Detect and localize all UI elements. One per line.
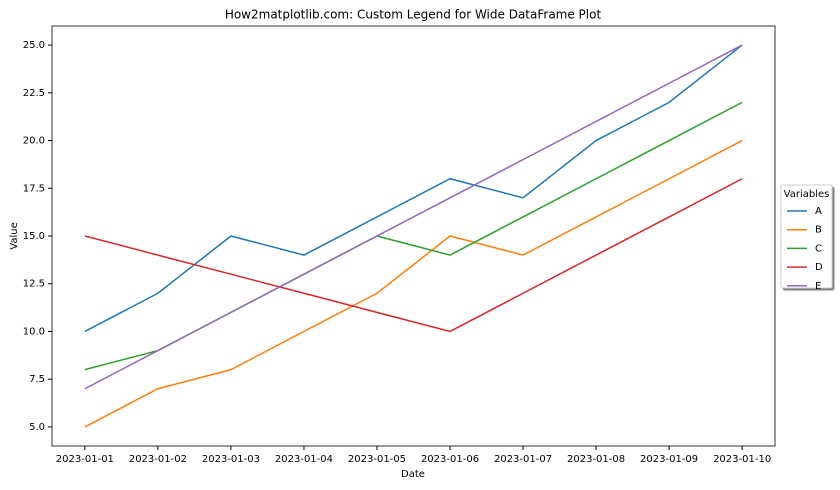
x-tick-label: 2023-01-01: [56, 454, 114, 465]
x-axis-label: Date: [401, 469, 425, 480]
series-line: [84, 139, 743, 428]
x-tick-label: 2023-01-08: [567, 454, 625, 465]
legend-label: B: [815, 225, 822, 236]
y-tick-label: 17.5: [23, 183, 45, 194]
x-tick-label: 2023-01-07: [494, 454, 552, 465]
y-tick-label: 20.0: [23, 136, 45, 147]
legend-box: [780, 184, 833, 289]
y-axis-label: Value: [9, 222, 20, 249]
legend-label: D: [815, 262, 823, 273]
y-tick-label: 5.0: [29, 422, 45, 433]
y-tick-label: 10.0: [23, 326, 45, 337]
x-tick-label: 2023-01-04: [275, 454, 333, 465]
y-tick-label: 15.0: [23, 231, 45, 242]
legend-label: C: [815, 243, 822, 254]
x-tick-label: 2023-01-03: [202, 454, 260, 465]
series-line: [84, 44, 743, 390]
series-line: [84, 44, 743, 333]
y-tick-label: 22.5: [23, 88, 45, 99]
chart-title: How2matplotlib.com: Custom Legend for Wi…: [225, 8, 602, 22]
legend-label: A: [815, 206, 822, 217]
plot-frame: [51, 25, 776, 447]
series-line: [84, 178, 743, 333]
y-tick-label: 12.5: [23, 279, 45, 290]
y-tick-label: 7.5: [29, 374, 45, 385]
legend-label: E: [815, 281, 821, 292]
x-tick-label: 2023-01-09: [640, 454, 698, 465]
x-tick-label: 2023-01-02: [129, 454, 187, 465]
x-tick-label: 2023-01-10: [713, 454, 771, 465]
legend-title: Variables: [784, 189, 830, 200]
x-tick-label: 2023-01-05: [348, 454, 406, 465]
series-line: [84, 101, 743, 371]
x-tick-label: 2023-01-06: [421, 454, 479, 465]
y-tick-label: 25.0: [23, 40, 45, 51]
